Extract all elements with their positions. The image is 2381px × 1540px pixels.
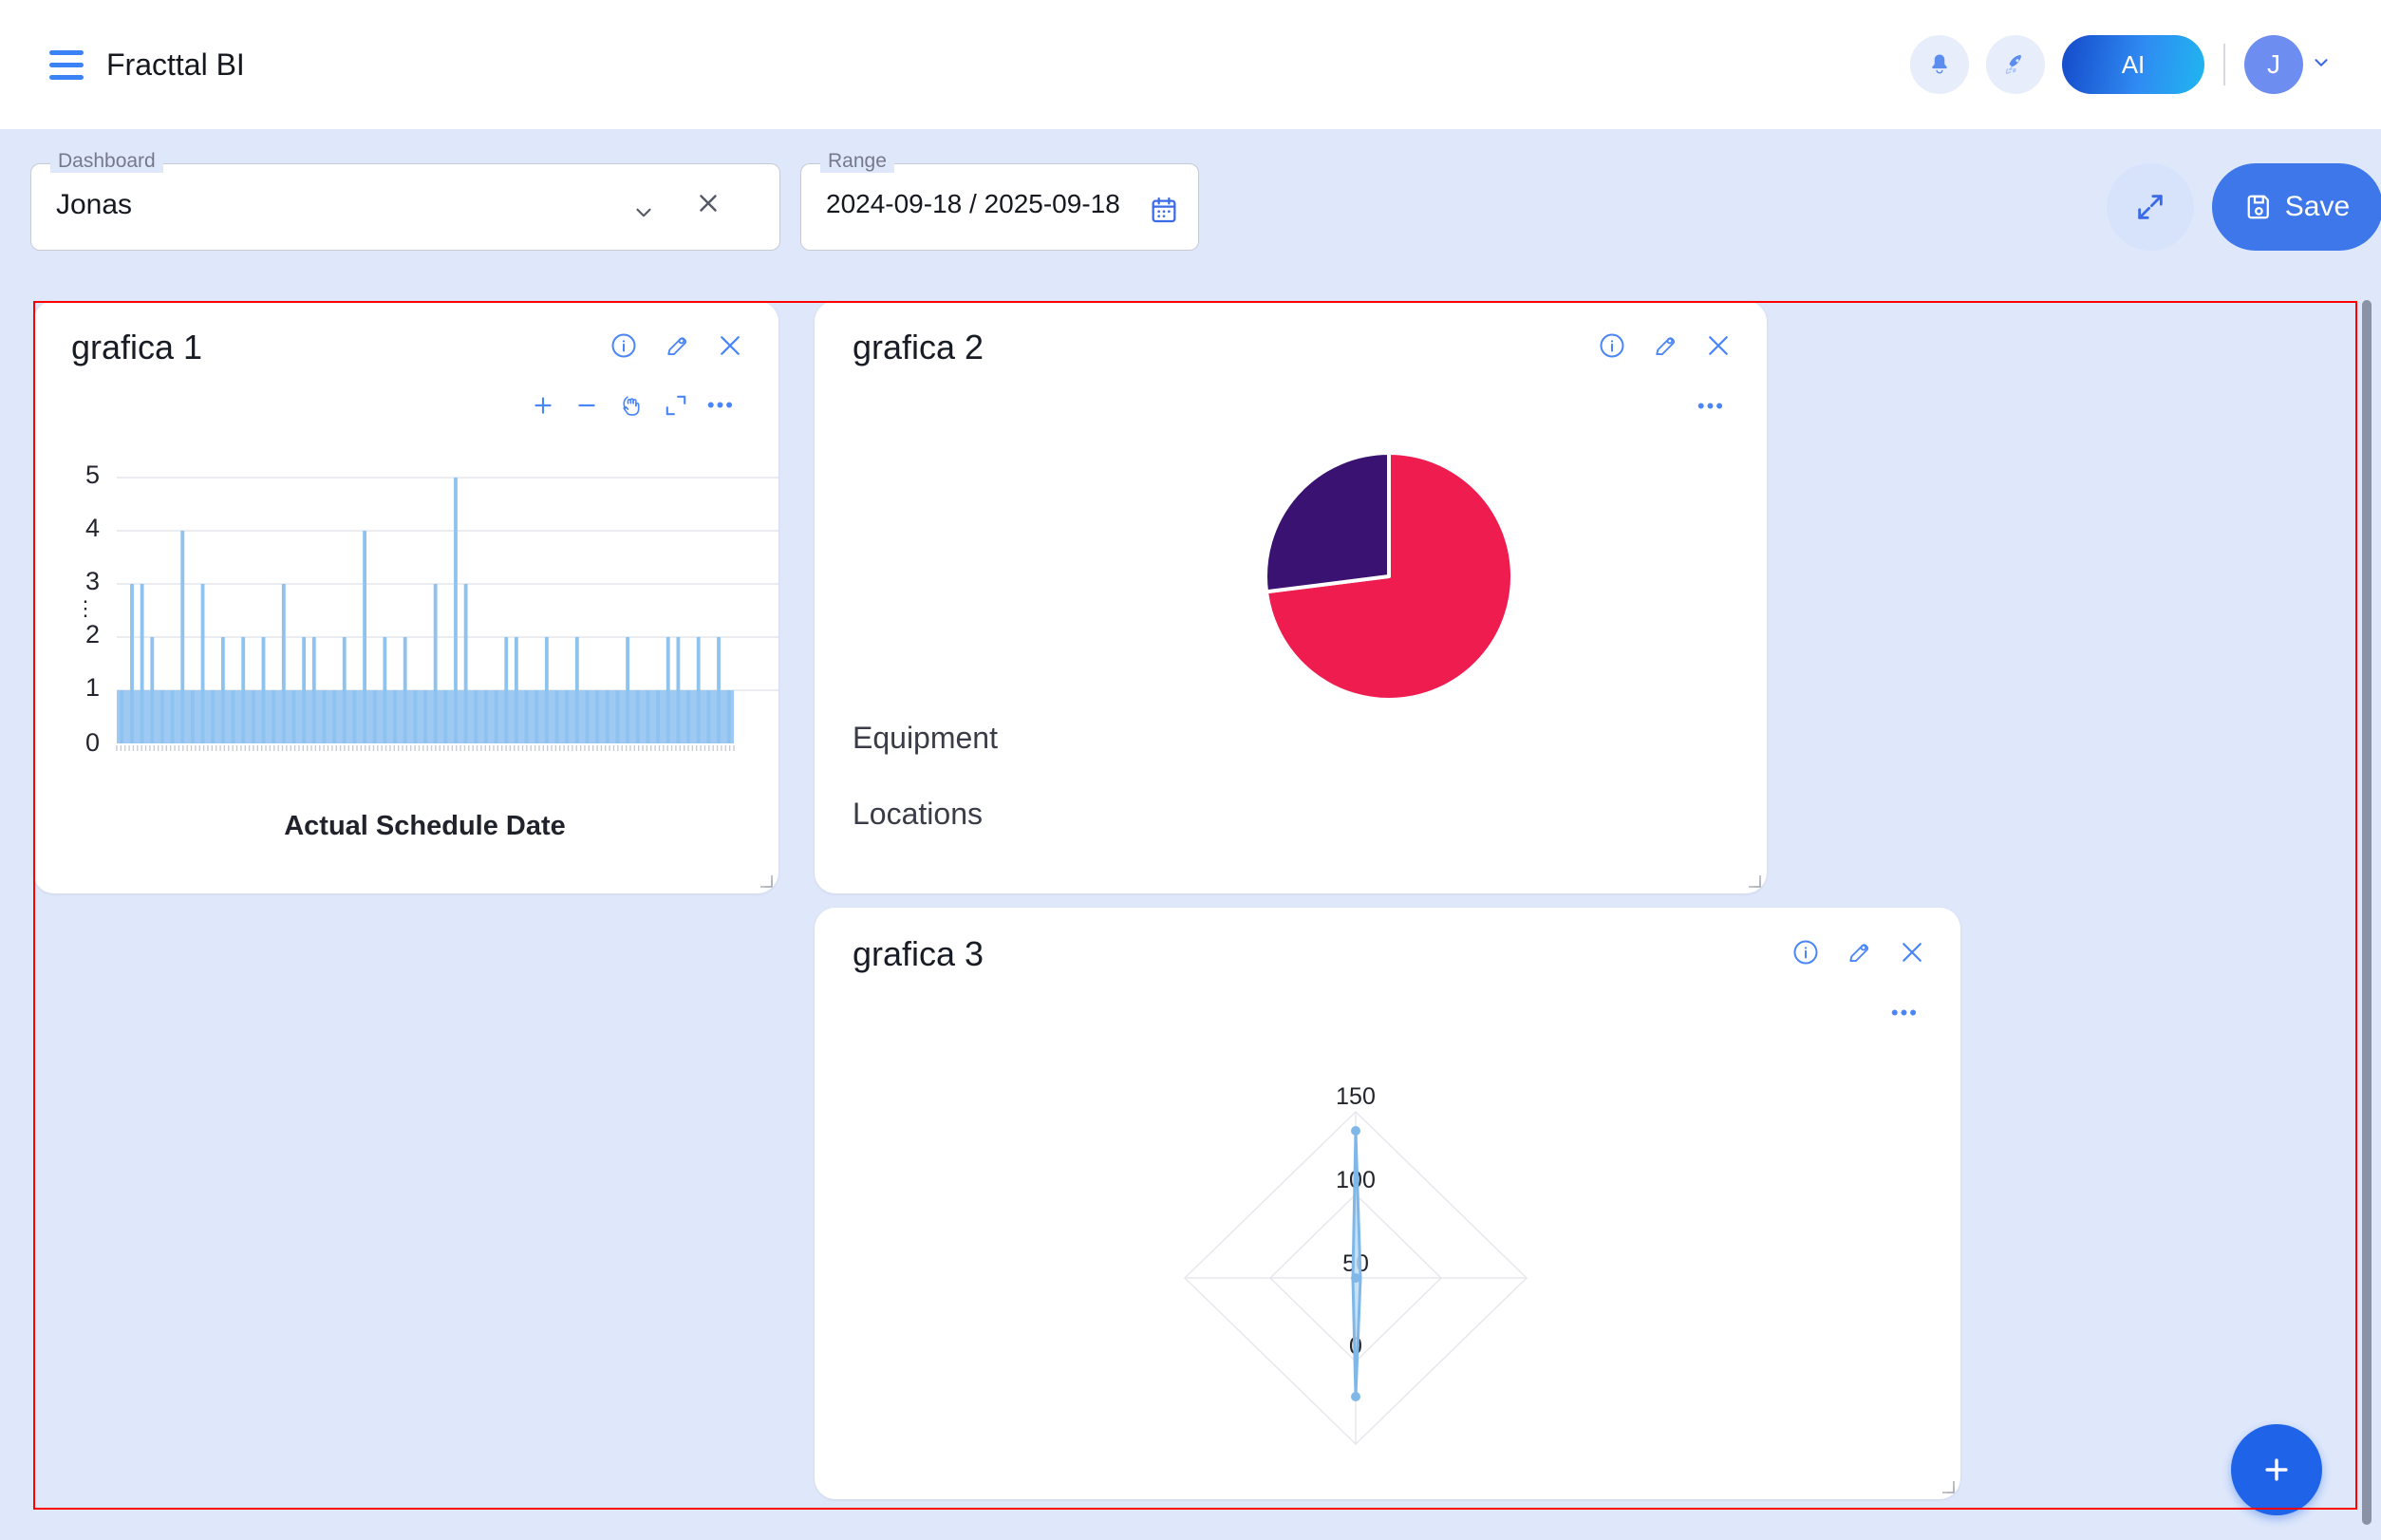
svg-text:1: 1 [85,673,100,702]
svg-text:3: 3 [85,567,100,595]
svg-text:⋮: ⋮ [75,596,96,620]
svg-text:150: 150 [1336,1083,1376,1110]
svg-text:5: 5 [85,460,100,489]
svg-text:4: 4 [85,514,100,542]
svg-text:0: 0 [85,728,100,757]
svg-text:2: 2 [85,620,100,648]
